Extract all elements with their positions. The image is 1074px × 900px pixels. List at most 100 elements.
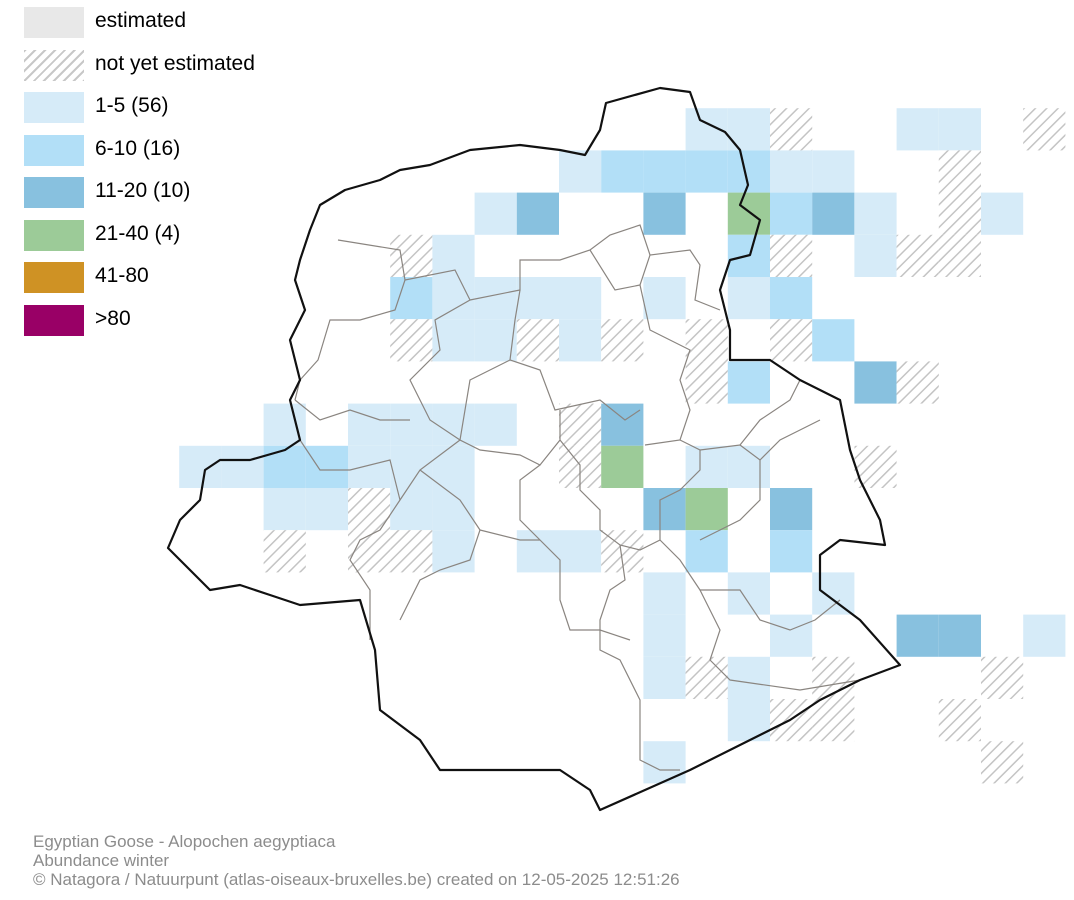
grid-cell [559, 277, 602, 320]
legend-label: >80 [95, 306, 131, 330]
grid-cell [390, 488, 433, 531]
grid-cell [643, 741, 686, 784]
grid-cell [432, 403, 475, 446]
grid-cell [643, 150, 686, 193]
grid-cell [432, 445, 475, 488]
grid-cell [601, 445, 644, 488]
legend-label: not yet estimated [95, 51, 255, 75]
grid-cell [305, 488, 348, 531]
grid-cell [474, 319, 517, 362]
legend-label: 11-20 (10) [95, 179, 191, 202]
grid-cell-not-estimated [896, 234, 939, 277]
grid-cell [896, 108, 939, 151]
grid-cell [685, 488, 728, 531]
grid-cell-not-estimated [685, 656, 728, 699]
grid-cell-not-estimated [685, 361, 728, 404]
grid-cell-not-estimated [812, 699, 855, 742]
legend-label: 21-40 (4) [95, 221, 181, 245]
legend-swatch [24, 134, 84, 166]
grid-cell [727, 192, 770, 235]
grid-cell [643, 572, 686, 615]
grid-cell [896, 614, 939, 657]
legend-swatch [24, 49, 84, 81]
grid-cell-not-estimated [263, 530, 306, 573]
grid-cell-not-estimated [770, 319, 813, 362]
grid-cell [727, 699, 770, 742]
grid-cell [516, 530, 559, 573]
grid-cell [348, 445, 391, 488]
grid-cell [516, 192, 559, 235]
grid-cell-not-estimated [1023, 108, 1066, 151]
grid-cell [559, 150, 602, 193]
legend-swatch [24, 92, 84, 123]
grid-cell-not-estimated [390, 319, 433, 362]
grid-cell [770, 530, 813, 573]
grid-cell [727, 361, 770, 404]
grid-cell [305, 445, 348, 488]
abundance-grid [179, 108, 1066, 784]
grid-cell-not-estimated [348, 488, 391, 531]
grid-cell [812, 319, 855, 362]
grid-cell-not-estimated [685, 319, 728, 362]
grid-cell-not-estimated [938, 234, 981, 277]
grid-cell [770, 614, 813, 657]
grid-cell [221, 445, 264, 488]
grid-cell [938, 108, 981, 151]
legend-swatch [24, 177, 84, 208]
grid-cell [390, 277, 433, 320]
grid-cell [559, 530, 602, 573]
grid-cell [685, 150, 728, 193]
grid-cell [643, 192, 686, 235]
grid-cell [812, 192, 855, 235]
grid-cell [263, 445, 306, 488]
grid-cell [770, 150, 813, 193]
grid-cell [516, 277, 559, 320]
legend-swatch [24, 262, 84, 293]
grid-cell [643, 277, 686, 320]
grid-cell-not-estimated [348, 530, 391, 573]
grid-cell [727, 277, 770, 320]
grid-cell [727, 150, 770, 193]
grid-cell [1023, 614, 1066, 657]
grid-cell-not-estimated [601, 530, 644, 573]
grid-cell-not-estimated [390, 234, 433, 277]
grid-cell [854, 192, 897, 235]
grid-cell [685, 445, 728, 488]
grid-cell-not-estimated [938, 192, 981, 235]
legend-swatch [24, 7, 84, 38]
grid-cell [601, 150, 644, 193]
species-name: Egyptian Goose - Alopochen aegyptiaca [33, 832, 336, 851]
grid-cell [601, 403, 644, 446]
grid-cell [390, 445, 433, 488]
region-border [166, 86, 902, 812]
grid-cell [643, 614, 686, 657]
credit-line: © Natagora / Natuurpunt (atlas-oiseaux-b… [33, 870, 680, 889]
map-caption: Egyptian Goose - Alopochen aegyptiaca Ab… [33, 832, 680, 889]
grid-cell [770, 277, 813, 320]
grid-cell [432, 488, 475, 531]
grid-cell-not-estimated [896, 361, 939, 404]
grid-cell-not-estimated [770, 234, 813, 277]
grid-cell [474, 192, 517, 235]
grid-cell-not-estimated [938, 150, 981, 193]
grid-cell [432, 277, 475, 320]
season-label: Abundance winter [33, 851, 170, 870]
grid-cell-not-estimated [559, 403, 602, 446]
grid-cell [770, 192, 813, 235]
grid-cell [559, 319, 602, 362]
grid-cell [981, 192, 1024, 235]
grid-cell [643, 656, 686, 699]
grid-cell [727, 656, 770, 699]
grid-cell [727, 572, 770, 615]
grid-cell-not-estimated [770, 108, 813, 151]
legend-swatch [24, 304, 84, 336]
grid-cell-not-estimated [981, 741, 1024, 784]
grid-cell-not-estimated [601, 319, 644, 362]
legend-label: estimated [95, 9, 187, 32]
grid-cell [474, 403, 517, 446]
grid-cell [812, 572, 855, 615]
legend-label: 1-5 (56) [95, 94, 169, 117]
grid-cell [179, 445, 222, 488]
grid-cell [770, 488, 813, 531]
